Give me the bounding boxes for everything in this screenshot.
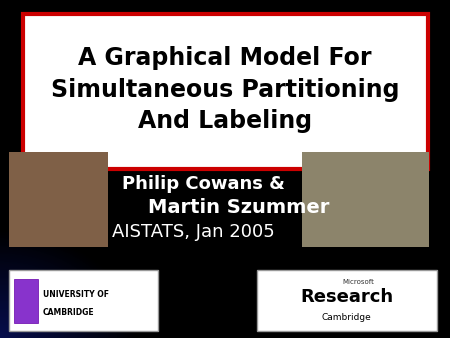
Bar — [9, 270, 157, 331]
Text: Cambridge: Cambridge — [322, 313, 371, 322]
Bar — [256, 270, 436, 331]
Text: A Graphical Model For
Simultaneous Partitioning
And Labeling: A Graphical Model For Simultaneous Parti… — [51, 46, 399, 133]
Text: Martin Szummer: Martin Szummer — [148, 198, 330, 217]
Bar — [302, 152, 427, 247]
Text: AISTATS, Jan 2005: AISTATS, Jan 2005 — [112, 222, 275, 241]
Bar — [14, 279, 38, 323]
Text: Microsoft: Microsoft — [342, 279, 374, 285]
Text: UNIVERSITY OF: UNIVERSITY OF — [43, 290, 109, 298]
Text: Research: Research — [300, 288, 393, 307]
Bar — [22, 14, 427, 169]
Text: Philip Cowans &: Philip Cowans & — [122, 175, 284, 193]
Text: CAMBRIDGE: CAMBRIDGE — [43, 308, 94, 317]
Bar — [9, 152, 108, 247]
